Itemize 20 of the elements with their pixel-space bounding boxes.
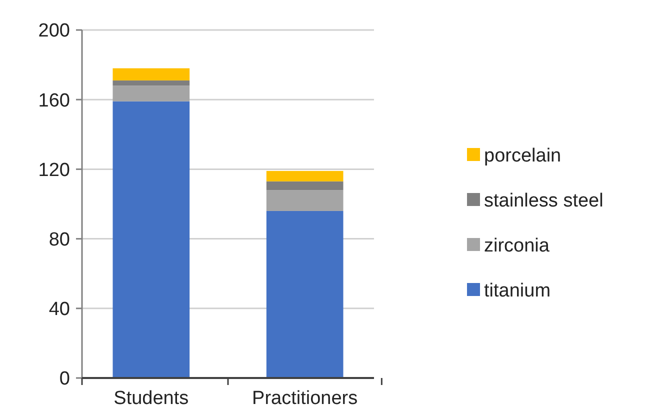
legend-label: stainless steel — [484, 190, 604, 212]
bar — [112, 80, 190, 86]
bar — [266, 210, 344, 378]
legend-label: zirconia — [484, 236, 550, 257]
bar — [112, 101, 190, 378]
y-tick-label: 40 — [48, 299, 70, 320]
bar — [266, 181, 344, 190]
y-tick-label: 200 — [38, 20, 70, 42]
y-tick-label: 120 — [38, 160, 70, 181]
x-tick-label: Students — [114, 388, 189, 409]
x-tick-label: Practitioners — [252, 388, 358, 409]
bar — [112, 68, 190, 80]
legend-label: porcelain — [484, 146, 562, 167]
bar — [266, 170, 344, 182]
bar — [266, 190, 344, 211]
y-tick-label: 0 — [59, 368, 70, 390]
legend-label: titanium — [484, 280, 551, 302]
y-tick-label: 160 — [38, 90, 70, 112]
y-tick-label: 80 — [48, 229, 70, 250]
bar — [112, 86, 190, 102]
